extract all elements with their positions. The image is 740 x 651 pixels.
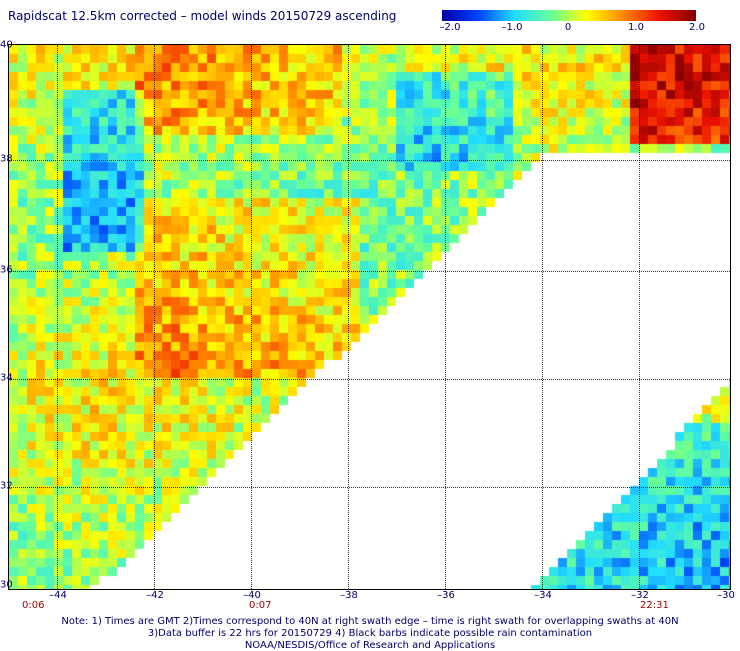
colorbar-tick-label: 2.0 [689,22,705,33]
colorbar-tick-label: –2.0 [439,22,461,33]
latitude-label: 32 [0,480,13,492]
latitude-gridline [9,379,730,380]
wind-difference-map [8,44,731,590]
latitude-label: 30 [0,579,13,591]
wind-difference-field [9,45,730,589]
footnote-line: 3)Data buffer is 22 hrs for 20150729 4) … [147,628,593,639]
longitude-gridline [542,45,543,589]
colorbar-tick-label: 1.0 [628,22,644,33]
latitude-label: 40 [0,39,13,51]
longitude-gridline [445,45,446,589]
longitude-label: –42 [146,590,164,601]
longitude-gridline [348,45,349,589]
latitude-gridline [9,271,730,272]
longitude-label: –34 [534,590,552,601]
longitude-gridline [639,45,640,589]
swath-time-label: 0:06 [22,600,45,611]
longitude-gridline [57,45,58,589]
longitude-label: –40 [243,590,261,601]
longitude-gridline [251,45,252,589]
swath-time-label: 22:31 [640,600,669,611]
longitude-label: –30 [717,590,735,601]
longitude-gridline [154,45,155,589]
latitude-gridline [9,487,730,488]
colorbar-tick-label: –1.0 [501,22,523,33]
longitude-label: –32 [631,590,649,601]
latitude-label: 36 [0,264,13,276]
longitude-label: –38 [340,590,358,601]
longitude-label: –36 [437,590,455,601]
colorbar [442,10,696,21]
latitude-label: 34 [0,372,13,384]
map-title: Rapidscat 12.5km corrected – model winds… [8,9,397,23]
latitude-gridline [9,160,730,161]
longitude-label: –44 [49,590,67,601]
colorbar-tick-label: 0 [564,22,572,33]
swath-time-label: 0:07 [249,600,272,611]
footnote-line: NOAA/NESDIS/Office of Research and Appli… [244,640,496,651]
latitude-label: 38 [0,153,13,165]
footnote-line: Note: 1) Times are GMT 2)Times correspon… [61,616,679,627]
